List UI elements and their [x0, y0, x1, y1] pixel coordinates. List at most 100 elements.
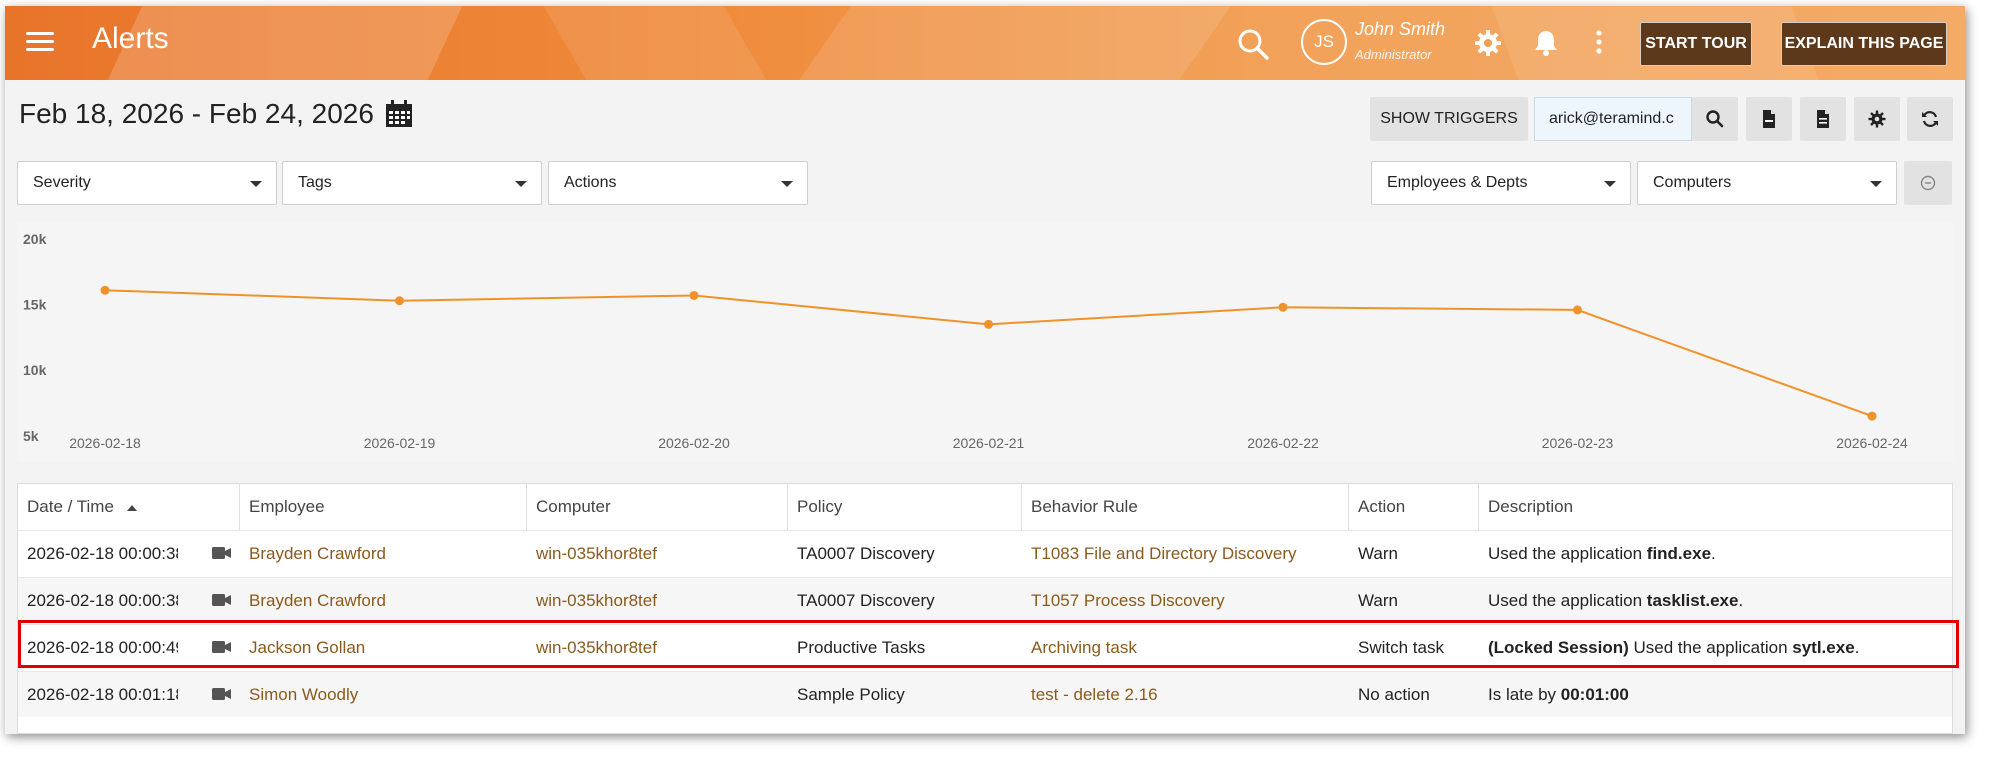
- data-point[interactable]: [395, 296, 404, 306]
- x-tick-label: 2026-02-21: [953, 435, 1025, 451]
- calendar-icon[interactable]: [384, 99, 414, 129]
- severity-filter-label: Severity: [33, 174, 91, 191]
- description-text: Used the application: [1488, 544, 1647, 563]
- data-point[interactable]: [1278, 302, 1288, 312]
- user-name[interactable]: John Smith: [1355, 19, 1446, 39]
- column-header-policy[interactable]: Policy: [788, 484, 1022, 530]
- table-row[interactable]: 2026-02-18 00:00:38 Brayden Crawford win-0…: [18, 530, 1952, 576]
- alerts-page: Alerts JS John Smith Administrator START…: [5, 6, 1965, 734]
- column-header-action[interactable]: Action: [1349, 484, 1479, 530]
- header-decoration: [543, 6, 767, 80]
- behavior-rule-link[interactable]: T1057 Process Discovery: [1031, 591, 1225, 610]
- x-tick-label: 2026-02-22: [1247, 435, 1319, 451]
- start-tour-button[interactable]: START TOUR: [1640, 22, 1752, 66]
- video-camera-icon[interactable]: [212, 640, 232, 654]
- series-line: [104, 289, 1873, 418]
- page-title: Alerts: [92, 22, 169, 55]
- computer-link[interactable]: win-035khor8tef: [536, 638, 657, 657]
- chevron-down-icon: [250, 181, 262, 187]
- table-row[interactable]: 2026-02-18 00:00:38 Brayden Crawford win-0…: [18, 577, 1952, 623]
- x-tick-label: 2026-02-20: [658, 435, 730, 451]
- employee-link[interactable]: Simon Woodly: [249, 685, 359, 704]
- y-tick-label: 15k: [23, 297, 47, 313]
- data-point[interactable]: [100, 285, 110, 295]
- search-button[interactable]: [1692, 97, 1738, 141]
- description-cell: Used the application tasklist.exe.: [1479, 578, 1952, 624]
- search-input[interactable]: arick@teramind.c: [1534, 97, 1692, 141]
- actions-filter-label: Actions: [564, 174, 617, 191]
- computers-filter-label: Computers: [1653, 174, 1732, 191]
- tags-filter-label: Tags: [298, 174, 332, 191]
- more-options-icon[interactable]: [1589, 26, 1609, 60]
- column-header-behavior-rule[interactable]: Behavior Rule: [1022, 484, 1349, 530]
- datetime-cell: 2026-02-18 00:00:38: [27, 591, 178, 610]
- computer-link[interactable]: win-035khor8tef: [536, 591, 657, 610]
- data-point[interactable]: [1867, 411, 1877, 421]
- hamburger-menu-icon[interactable]: [23, 28, 57, 58]
- date-range[interactable]: Feb 18, 2026 - Feb 24, 2026: [19, 98, 374, 129]
- data-point[interactable]: [689, 290, 699, 300]
- policy-cell: Sample Policy: [797, 685, 905, 704]
- x-tick-label: 2026-02-23: [1542, 435, 1614, 451]
- bell-icon[interactable]: [1529, 26, 1563, 60]
- column-header-datetime[interactable]: Date / Time: [18, 484, 240, 530]
- computer-link[interactable]: win-035khor8tef: [536, 544, 657, 563]
- refresh-icon[interactable]: [1907, 97, 1953, 141]
- pdf-export-icon[interactable]: [1746, 97, 1792, 141]
- column-header-employee[interactable]: Employee: [240, 484, 527, 530]
- video-camera-icon[interactable]: [212, 546, 232, 560]
- computers-filter[interactable]: Computers: [1637, 161, 1897, 205]
- employee-link[interactable]: Brayden Crawford: [249, 544, 387, 563]
- severity-filter[interactable]: Severity: [17, 161, 277, 205]
- datetime-cell: 2026-02-18 00:01:18: [27, 685, 178, 704]
- description-text: Used the application: [1628, 638, 1793, 657]
- app-header: Alerts JS John Smith Administrator START…: [5, 6, 1965, 80]
- header-decoration: [799, 6, 1231, 80]
- explain-page-button[interactable]: EXPLAIN THIS PAGE: [1781, 22, 1947, 66]
- table-row[interactable]: 2026-02-18 00:01:18 Simon Woodly Sample Po…: [18, 671, 1952, 717]
- column-header-computer[interactable]: Computer: [527, 484, 788, 530]
- search-icon[interactable]: [1235, 26, 1271, 62]
- computer-link[interactable]: [527, 672, 788, 718]
- y-tick-label: 10k: [23, 362, 47, 378]
- description-bold: 00:01:00: [1560, 685, 1629, 704]
- clear-filters-button[interactable]: [1904, 161, 1952, 205]
- user-role: Administrator: [1355, 47, 1432, 62]
- action-cell: Warn: [1358, 544, 1398, 563]
- table-row[interactable]: 2026-02-18 00:00:49 Jackson Gollan win-035…: [18, 624, 1952, 670]
- description-prefix: (Locked Session): [1488, 638, 1629, 657]
- chevron-down-icon: [515, 181, 527, 187]
- behavior-rule-link[interactable]: Archiving task: [1031, 638, 1137, 657]
- x-tick-label: 2026-02-18: [69, 435, 141, 451]
- video-camera-icon[interactable]: [212, 593, 232, 607]
- tags-filter[interactable]: Tags: [282, 161, 542, 205]
- minus-circle-icon: [1920, 175, 1936, 191]
- policy-cell: Productive Tasks: [797, 638, 926, 657]
- chevron-down-icon: [781, 181, 793, 187]
- employees-filter[interactable]: Employees & Depts: [1371, 161, 1631, 205]
- description-bold: find.exe: [1646, 544, 1712, 563]
- gear-icon[interactable]: [1471, 26, 1505, 60]
- employee-link[interactable]: Brayden Crawford: [249, 591, 387, 610]
- csv-export-icon[interactable]: [1800, 97, 1846, 141]
- data-point[interactable]: [1573, 305, 1582, 315]
- description-text: Is late by: [1488, 685, 1561, 704]
- employee-link[interactable]: Jackson Gollan: [249, 638, 366, 657]
- behavior-rule-link[interactable]: test - delete 2.16: [1031, 685, 1158, 704]
- actions-filter[interactable]: Actions: [548, 161, 808, 205]
- behavior-rule-link[interactable]: T1083 File and Directory Discovery: [1031, 544, 1297, 563]
- chevron-down-icon: [1870, 181, 1882, 187]
- description-cell: (Locked Session) Used the application sy…: [1479, 625, 1952, 671]
- description-bold: tasklist.exe: [1646, 591, 1739, 610]
- show-triggers-button[interactable]: SHOW TRIGGERS: [1370, 97, 1528, 141]
- data-point[interactable]: [984, 319, 993, 329]
- description-suffix: .: [1854, 638, 1860, 657]
- settings-gear-icon[interactable]: [1854, 97, 1900, 141]
- avatar[interactable]: JS: [1301, 19, 1347, 65]
- video-camera-icon[interactable]: [212, 687, 232, 701]
- description-suffix: .: [1738, 591, 1744, 610]
- description-bold: sytl.exe: [1792, 638, 1855, 657]
- chevron-down-icon: [1604, 181, 1616, 187]
- alerts-chart: 20k 15k 10k 5k 2026-02-18 2026-02-19 2026-02-2…: [17, 222, 1953, 462]
- column-header-description[interactable]: Description: [1488, 497, 1574, 516]
